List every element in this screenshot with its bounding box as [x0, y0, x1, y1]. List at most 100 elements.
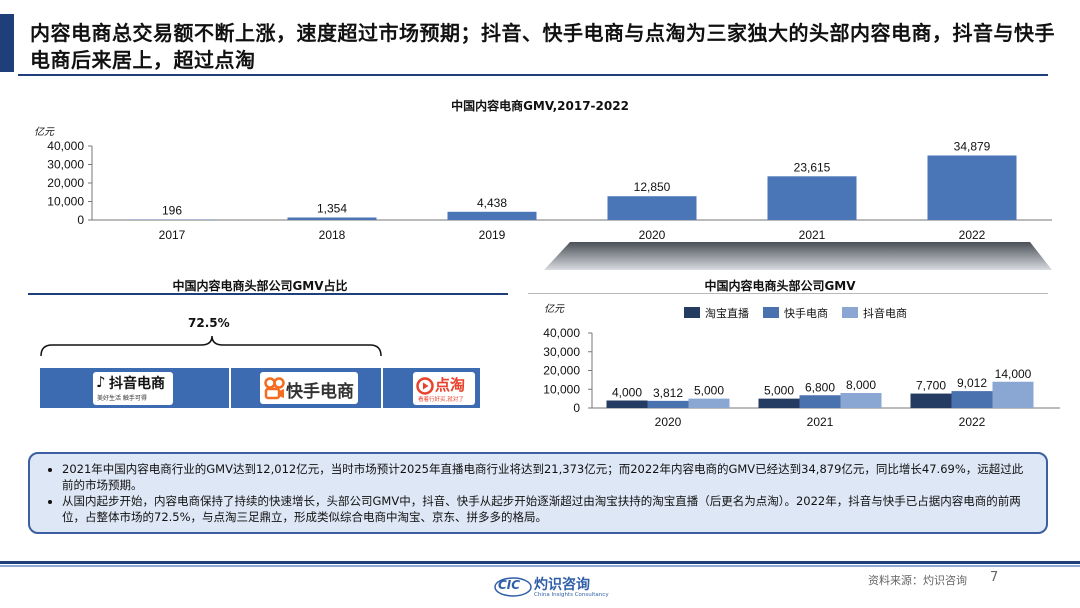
share-brace: [36, 334, 388, 360]
bottom-bar-2020-0: [607, 401, 648, 409]
page-number: 7: [990, 570, 998, 585]
share-strip: ♪ 抖音电商 美好生活 触手可得 快手电商 点淘 看着行好买,就对了: [40, 368, 480, 408]
bottom-bar-label: 5,000: [694, 384, 724, 398]
bottom-bar-2022-0: [911, 394, 952, 408]
top-x-tick-2022: 2022: [959, 228, 986, 242]
top-bar-2018: [288, 217, 377, 220]
douyin-name: 抖音电商: [109, 373, 165, 393]
top-bar-2019: [448, 212, 537, 220]
douyin-logo: ♪ 抖音电商 美好生活 触手可得: [93, 372, 173, 405]
bottom-chart-title: 中国内容电商头部公司GMV: [640, 277, 920, 294]
bottom-bar-label: 6,800: [805, 380, 835, 394]
bottom-company-chart: 0 10,000 20,000 30,000 40,000 4,000 3,812 5,00…: [520, 325, 1060, 435]
legend-label: 抖音电商: [863, 307, 907, 320]
bottom-bar-2020-1: [648, 401, 689, 408]
bottom-bar-2020-2: [689, 399, 730, 408]
share-divider-2: [381, 368, 383, 408]
cic-logo: CIC 灼识咨询 China Insights Consultancy: [494, 574, 594, 600]
bottom-y-tick-label: 20,000: [543, 364, 580, 378]
top-y-axis: 0 10,000 20,000 30,000 40,000: [47, 139, 92, 227]
cic-mark-text: CIC: [498, 578, 520, 592]
bottom-y-tick-label: 10,000: [543, 382, 580, 396]
bottom-y-tick-label: 0: [573, 401, 580, 415]
bottom-title-rule: [528, 293, 1048, 294]
top-bars: 196 2017 1,354 2018 4,438 2019 12,850 2020 23,61…: [128, 139, 1017, 242]
top-bar-2021: [768, 176, 857, 220]
top-x-tick-2020: 2020: [639, 228, 666, 242]
top-y-tick-label: 40,000: [47, 139, 84, 153]
top-bar-label-2018: 1,354: [317, 201, 347, 215]
bottom-bars: 4,000 3,812 5,000 2020 5,000 6,800 8,000 2021 7,…: [607, 367, 1034, 429]
top-chart-title: 中国内容电商GMV,2017-2022: [340, 97, 740, 114]
summary-box: 2021年中国内容电商行业的GMV达到12,012亿元，当时市场预计2025年直…: [28, 452, 1048, 534]
bottom-x-tick-2021: 2021: [807, 415, 834, 429]
brand-cn: 灼识咨询: [534, 574, 590, 594]
legend-item: 快手电商: [763, 305, 828, 321]
bottom-bar-label: 14,000: [995, 367, 1032, 381]
bottom-bar-2021-0: [759, 399, 800, 408]
legend-item: 抖音电商: [842, 305, 907, 321]
zoom-trapezoid: [540, 242, 1060, 274]
top-x-tick-2018: 2018: [319, 228, 346, 242]
top-y-tick-label: 0: [77, 213, 84, 227]
top-bar-label-2021: 23,615: [794, 160, 831, 174]
top-bar-label-2017: 196: [162, 204, 182, 218]
diantao-logo: 点淘 看着行好买,就对了: [413, 372, 475, 405]
bottom-bar-label: 9,012: [957, 376, 987, 390]
diantao-name: 点淘: [435, 374, 465, 395]
douyin-note-icon: ♪: [96, 373, 106, 391]
kuaishou-logo: 快手电商: [260, 372, 358, 404]
bottom-y-axis: 0 10,000 20,000 30,000 40,000: [543, 326, 592, 415]
title-accent-bar: [0, 14, 14, 72]
douyin-slogan: 美好生活 触手可得: [97, 393, 147, 402]
legend-swatch: [763, 307, 779, 318]
legend-item: 淘宝直播: [684, 305, 749, 321]
bottom-chart-unit: 亿元: [544, 300, 564, 315]
bottom-bar-label: 5,000: [764, 384, 794, 398]
legend-label: 淘宝直播: [705, 307, 749, 320]
bottom-x-tick-2022: 2022: [959, 415, 986, 429]
bottom-bar-2022-2: [993, 382, 1034, 408]
summary-bullet-2: 从国内起步开始，内容电商保持了持续的快速增长，头部公司GMV中，抖音、快手从起步…: [62, 493, 1028, 525]
top-bar-2020: [608, 196, 697, 220]
bottom-legend: 淘宝直播 快手电商 抖音电商: [684, 305, 921, 321]
share-divider-1: [229, 368, 231, 408]
kuaishou-name: 快手电商: [286, 377, 354, 402]
bottom-y-tick-label: 30,000: [543, 345, 580, 359]
top-y-tick-label: 20,000: [47, 176, 84, 190]
page-title: 内容电商总交易额不断上涨，速度超过市场预期；抖音、快手电商与点淘为三家独大的头部…: [30, 20, 1060, 74]
summary-bullet-1: 2021年中国内容电商行业的GMV达到12,012亿元，当时市场预计2025年直…: [62, 461, 1028, 493]
top-y-tick-label: 10,000: [47, 195, 84, 209]
bottom-bar-label: 4,000: [612, 386, 642, 400]
top-x-tick-2017: 2017: [159, 228, 186, 242]
bottom-bar-label: 7,700: [916, 379, 946, 393]
title-divider: [18, 74, 1048, 76]
source-note: 资料来源：灼识咨询: [868, 572, 967, 588]
top-bar-label-2019: 4,438: [477, 196, 507, 210]
top-bar-2022: [928, 155, 1017, 220]
top-x-tick-2021: 2021: [799, 228, 826, 242]
top-gmv-chart: 0 10,000 20,000 30,000 40,000 196 2017 1,354 20…: [0, 135, 1080, 245]
diantao-play-icon: [416, 377, 434, 395]
bottom-x-tick-2020: 2020: [655, 415, 682, 429]
top-bar-label-2022: 34,879: [954, 139, 991, 153]
bottom-bar-label: 3,812: [653, 386, 683, 400]
footer-rule-light: [0, 565, 1080, 567]
kuaishou-camera-icon: [263, 376, 285, 400]
brand-en: China Insights Consultancy: [534, 592, 609, 598]
top-y-tick-label: 30,000: [47, 158, 84, 172]
bottom-bar-2022-1: [952, 391, 993, 408]
share-title-rule: [28, 293, 508, 295]
combined-share-value: 72.5%: [188, 316, 230, 330]
footer-rule: [0, 561, 1080, 564]
legend-label: 快手电商: [784, 307, 828, 320]
legend-swatch: [842, 307, 858, 318]
top-x-tick-2019: 2019: [479, 228, 506, 242]
share-chart-title: 中国内容电商头部公司GMV占比: [90, 277, 430, 294]
legend-swatch: [684, 307, 700, 318]
top-bar-label-2020: 12,850: [634, 180, 671, 194]
bottom-y-tick-label: 40,000: [543, 326, 580, 340]
bottom-bar-2021-1: [800, 395, 841, 408]
bottom-bar-2021-2: [841, 393, 882, 408]
diantao-slogan: 看着行好买,就对了: [418, 395, 464, 403]
